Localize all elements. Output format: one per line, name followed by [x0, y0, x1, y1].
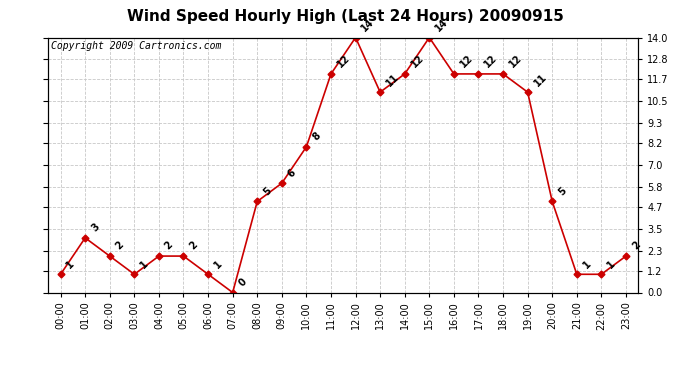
Text: 2: 2: [114, 240, 126, 252]
Text: 12: 12: [507, 53, 524, 70]
Text: 12: 12: [482, 53, 500, 70]
Text: 14: 14: [433, 17, 450, 33]
Text: 1: 1: [606, 258, 618, 270]
Text: 1: 1: [139, 258, 150, 270]
Text: 2: 2: [188, 240, 199, 252]
Text: 6: 6: [286, 167, 298, 179]
Text: 12: 12: [458, 53, 475, 70]
Text: 3: 3: [89, 222, 101, 234]
Text: 0: 0: [237, 276, 248, 288]
Text: 11: 11: [384, 71, 401, 88]
Text: 1: 1: [65, 258, 77, 270]
Text: 12: 12: [335, 53, 352, 70]
Text: 8: 8: [310, 130, 322, 142]
Text: 11: 11: [532, 71, 549, 88]
Text: 14: 14: [359, 17, 376, 33]
Text: 1: 1: [581, 258, 593, 270]
Text: Copyright 2009 Cartronics.com: Copyright 2009 Cartronics.com: [51, 41, 221, 51]
Text: 2: 2: [163, 240, 175, 252]
Text: 2: 2: [630, 240, 642, 252]
Text: 12: 12: [409, 53, 426, 70]
Text: 5: 5: [262, 185, 273, 197]
Text: 5: 5: [556, 185, 569, 197]
Text: 1: 1: [213, 258, 224, 270]
Text: Wind Speed Hourly High (Last 24 Hours) 20090915: Wind Speed Hourly High (Last 24 Hours) 2…: [126, 9, 564, 24]
